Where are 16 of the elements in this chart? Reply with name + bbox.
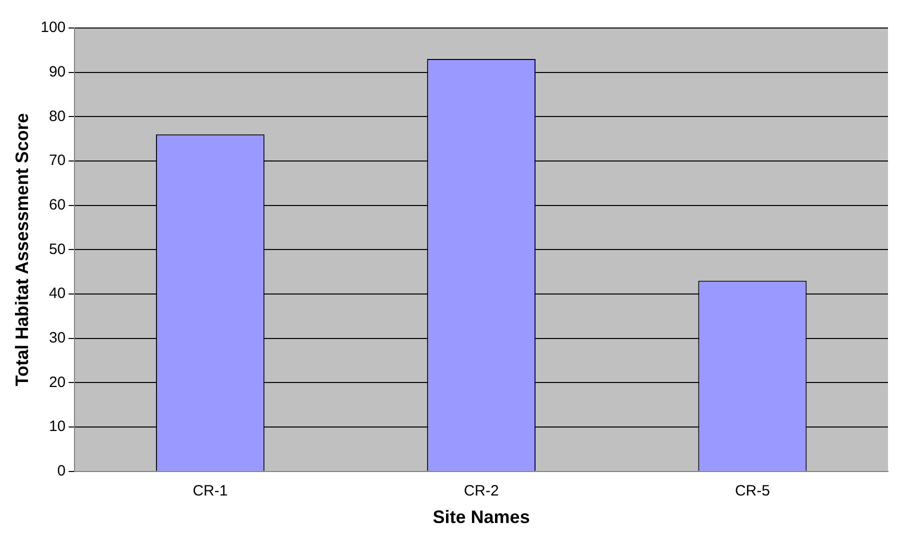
y-tick-label: 10	[48, 418, 66, 436]
y-tick-label: 30	[48, 330, 66, 347]
x-tick-label: CR-2	[464, 482, 499, 500]
y-tick-label: 50	[48, 240, 66, 258]
y-tick-label: 80	[48, 108, 66, 125]
x-tick-label: CR-5	[734, 482, 770, 500]
y-tick-label: 40	[48, 285, 66, 302]
y-tick-label: 0	[57, 462, 66, 480]
y-tick-label: 70	[48, 152, 66, 170]
y-tick-label: 100	[40, 19, 66, 36]
y-tick-label: 20	[48, 374, 66, 391]
x-axis-title: Site Names	[432, 507, 530, 528]
y-tick-label: 60	[48, 196, 66, 214]
x-tick-label: CR-1	[192, 482, 228, 500]
y-axis-title: Total Habitat Assessment Score	[12, 113, 32, 386]
y-tick-label: 90	[48, 63, 66, 80]
